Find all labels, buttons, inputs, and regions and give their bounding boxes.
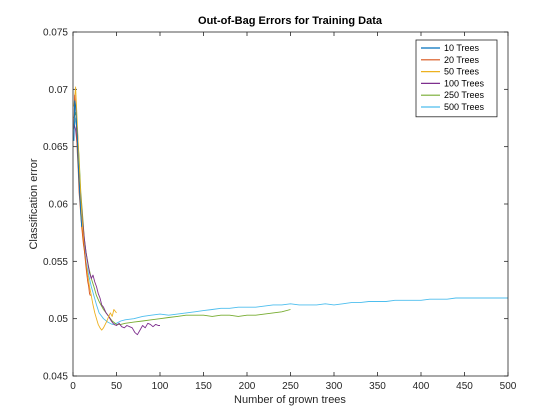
x-tick-label: 250 xyxy=(282,381,299,392)
y-tick-label: 0.045 xyxy=(43,372,68,383)
chart-title: Out-of-Bag Errors for Training Data xyxy=(198,15,383,27)
series-line-20-trees xyxy=(73,94,91,296)
x-tick-label: 0 xyxy=(70,381,76,392)
series-line-10-trees xyxy=(73,100,83,227)
x-tick-label: 450 xyxy=(456,381,473,392)
legend-box xyxy=(415,39,498,118)
x-tick-label: 100 xyxy=(152,381,169,392)
plot-frame xyxy=(72,31,509,377)
x-tick-label: 150 xyxy=(195,381,212,392)
y-tick-label: 0.065 xyxy=(43,142,68,153)
legend-label: 500 Trees xyxy=(444,102,485,112)
x-tick-label: 500 xyxy=(500,381,517,392)
x-tick-label: 200 xyxy=(239,381,256,392)
axis-ticks: 0 50 100 150 200 250 300 350 400 450 500 0.045 0.05 0… xyxy=(43,28,517,393)
legend-label: 20 Trees xyxy=(444,55,480,65)
y-tick-label: 0.05 xyxy=(49,314,69,325)
series-lines xyxy=(73,86,508,336)
series-line-100-trees xyxy=(73,123,160,336)
y-tick-label: 0.055 xyxy=(43,257,68,268)
y-tick-label: 0.06 xyxy=(49,200,69,211)
x-axis-label: Number of grown trees xyxy=(234,394,346,406)
x-tick-label: 50 xyxy=(111,381,123,392)
x-tick-label: 300 xyxy=(326,381,343,392)
legend-label: 10 Trees xyxy=(444,43,480,53)
x-tick-label: 350 xyxy=(369,381,386,392)
legend-label: 50 Trees xyxy=(444,67,480,77)
series-line-50-trees xyxy=(73,86,117,331)
legend-label: 100 Trees xyxy=(444,78,485,88)
y-tick-label: 0.075 xyxy=(43,28,68,39)
y-axis-label: Classification error xyxy=(28,158,40,249)
series-line-500-trees xyxy=(73,117,508,325)
x-tick-label: 400 xyxy=(413,381,430,392)
y-tick-label: 0.07 xyxy=(49,85,69,96)
legend-label: 250 Trees xyxy=(444,90,485,100)
